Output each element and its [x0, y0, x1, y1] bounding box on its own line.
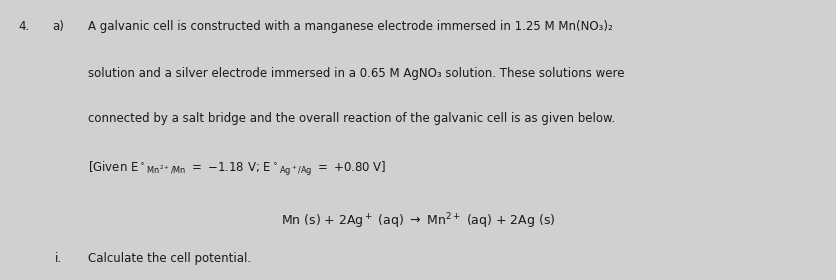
Text: a): a) [52, 20, 64, 32]
Text: connected by a salt bridge and the overall reaction of the galvanic cell is as g: connected by a salt bridge and the overa… [88, 112, 614, 125]
Text: Calculate the cell potential.: Calculate the cell potential. [88, 252, 251, 265]
Text: Mn (s) + 2Ag$^+$ (aq) $\rightarrow$ Mn$^{2+}$ (aq) + 2Ag (s): Mn (s) + 2Ag$^+$ (aq) $\rightarrow$ Mn$^… [281, 211, 555, 231]
Text: [Given E$^\circ$$_{\mathregular{Mn^{2+}/Mn}}$ $=$ $-$1.18 V; E$^\circ$$_{\mathre: [Given E$^\circ$$_{\mathregular{Mn^{2+}/… [88, 160, 385, 178]
Text: A galvanic cell is constructed with a manganese electrode immersed in 1.25 M Mn(: A galvanic cell is constructed with a ma… [88, 20, 612, 32]
Text: i.: i. [54, 252, 62, 265]
Text: 4.: 4. [18, 20, 29, 32]
Text: solution and a silver electrode immersed in a 0.65 M AgNO₃ solution. These solut: solution and a silver electrode immersed… [88, 67, 624, 80]
